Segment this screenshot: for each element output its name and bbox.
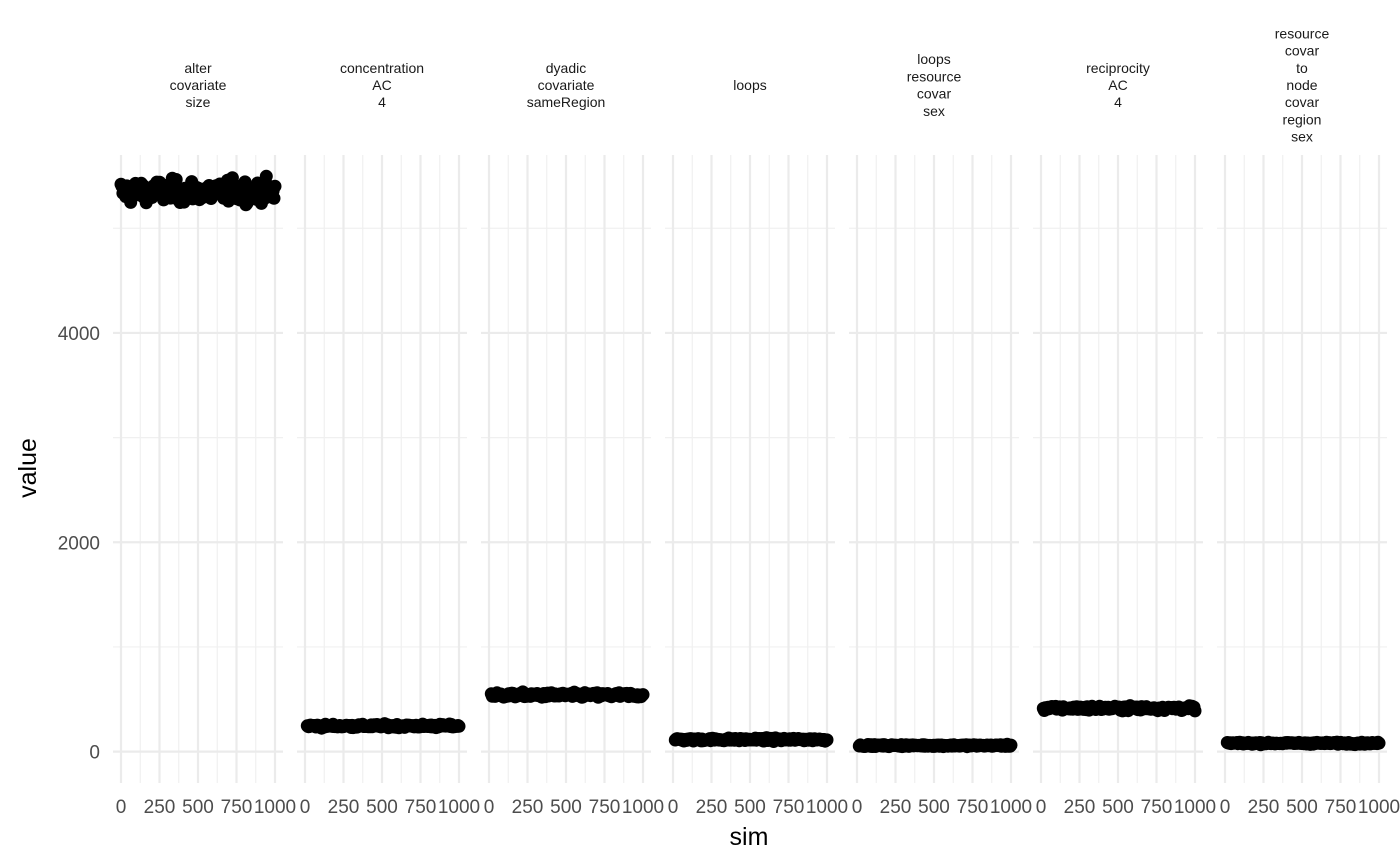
x-tick-label: 750	[589, 797, 621, 818]
x-tick-label: 1000	[1358, 797, 1400, 818]
x-tick-label: 500	[918, 797, 950, 818]
x-tick-label: 1000	[990, 797, 1032, 818]
x-tick-label: 750	[957, 797, 989, 818]
data-point	[1004, 738, 1018, 752]
x-tick-label: 0	[1220, 797, 1231, 818]
x-tick-label: 0	[484, 797, 495, 818]
x-tick-label: 1000	[622, 797, 664, 818]
x-tick-label: 750	[1141, 797, 1173, 818]
facet-strip-label: resource	[1275, 25, 1330, 41]
x-tick-label: 750	[1325, 797, 1357, 818]
x-tick-label: 0	[1036, 797, 1047, 818]
x-tick-label: 250	[1248, 797, 1280, 818]
x-axis-title: sim	[730, 823, 769, 851]
data-point	[1372, 736, 1386, 750]
x-tick-label: 500	[734, 797, 766, 818]
x-tick-label: 1000	[1174, 797, 1216, 818]
facet-strip-label: resource	[907, 68, 962, 84]
data-point	[259, 169, 273, 183]
x-tick-label: 0	[300, 797, 311, 818]
facet-strip-label: concentration	[340, 60, 424, 76]
data-point	[820, 733, 834, 747]
facet-strip-label: sex	[923, 103, 945, 119]
x-tick-label: 500	[1286, 797, 1318, 818]
y-axis: 0 2000 4000	[58, 324, 100, 764]
facet-strip-label: 4	[378, 94, 386, 110]
facet-strip-label: covar	[917, 86, 952, 102]
x-tick-label: 500	[366, 797, 398, 818]
facet-strip-label: dyadic	[546, 60, 586, 76]
data-point	[267, 191, 281, 205]
facet-strip-label: node	[1286, 77, 1317, 93]
y-tick-label: 0	[89, 743, 100, 764]
data-points	[1036, 699, 1202, 718]
facet-strip-label: covar	[1285, 43, 1320, 59]
data-point	[169, 173, 183, 186]
facet-strip-label: region	[1283, 111, 1322, 127]
facet-strip-label: size	[186, 94, 211, 110]
x-tick-label: 750	[405, 797, 437, 818]
x-tick-label: 250	[696, 797, 728, 818]
x-tick-label: 500	[550, 797, 582, 818]
facet-strip-label: covariate	[170, 77, 227, 93]
y-tick-label: 4000	[58, 324, 100, 345]
x-tick-label: 250	[144, 797, 176, 818]
x-tick-label: 250	[880, 797, 912, 818]
x-tick-label: 1000	[438, 797, 480, 818]
data-points	[1220, 735, 1386, 752]
facet-panel: loops 0 250 500 750 1000	[665, 77, 848, 818]
data-points	[114, 169, 282, 212]
y-axis-title: value	[14, 438, 42, 498]
y-tick-label: 2000	[58, 533, 100, 554]
facet-strip-label: sex	[1291, 129, 1313, 145]
data-points	[484, 685, 650, 704]
facet-strip-label: loops	[733, 77, 766, 93]
x-tick-label: 250	[1064, 797, 1096, 818]
x-tick-label: 500	[182, 797, 214, 818]
facet-strip-label: 4	[1114, 94, 1122, 110]
x-tick-label: 500	[1102, 797, 1134, 818]
data-point	[636, 688, 650, 702]
facet-strip-label: AC	[1108, 77, 1127, 93]
x-tick-label: 250	[328, 797, 360, 818]
x-tick-label: 1000	[254, 797, 296, 818]
data-point	[268, 179, 282, 193]
x-tick-label: 750	[773, 797, 805, 818]
facet-strip-label: loops	[917, 51, 950, 67]
x-tick-label: 750	[221, 797, 253, 818]
data-points	[852, 737, 1018, 754]
x-tick-label: 0	[852, 797, 863, 818]
facet-strip-label: sameRegion	[527, 94, 606, 110]
facet-strip-label: covar	[1285, 94, 1320, 110]
data-points	[668, 731, 834, 748]
x-tick-label: 0	[668, 797, 679, 818]
data-point	[452, 719, 466, 733]
data-point	[1188, 704, 1202, 718]
facet-strip-label: to	[1296, 60, 1308, 76]
facet-strip-label: covariate	[538, 77, 595, 93]
facet-strip-label: AC	[372, 77, 391, 93]
facet-strip-label: reciprocity	[1086, 60, 1150, 76]
x-tick-label: 1000	[806, 797, 848, 818]
facet-strip-label: alter	[184, 60, 212, 76]
x-tick-label: 0	[116, 797, 127, 818]
x-tick-label: 250	[512, 797, 544, 818]
data-points	[300, 717, 466, 735]
